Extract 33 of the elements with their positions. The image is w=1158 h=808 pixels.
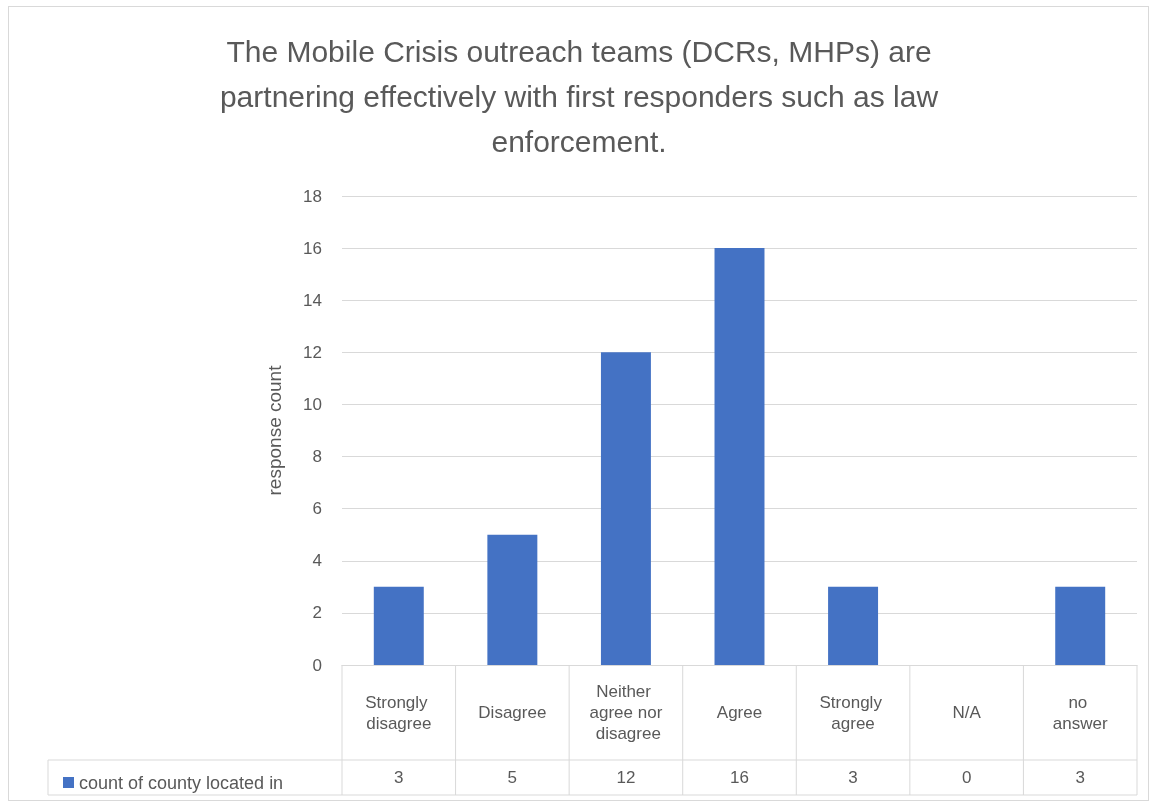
y-tick-label: 2 xyxy=(312,603,322,623)
y-tick-label: 14 xyxy=(303,290,322,310)
legend-label: count of county located in xyxy=(79,772,284,793)
chart-title: The Mobile Crisis outreach teams (DCRs, MHPs) are partnering effectively with first responders such as law enforcement. xyxy=(219,35,939,158)
y-axis-title: response count xyxy=(264,364,285,496)
x-tick-label: Strongly disagree xyxy=(365,692,433,733)
y-tick-label: 4 xyxy=(312,551,322,571)
bar xyxy=(714,248,765,665)
y-tick-label: 16 xyxy=(303,238,322,258)
bar xyxy=(373,586,424,665)
bar xyxy=(828,586,879,665)
bar xyxy=(1055,586,1106,665)
bar xyxy=(487,534,538,665)
data-label: 3 xyxy=(394,768,404,787)
x-tick-label: N/A xyxy=(952,703,982,722)
y-tick-label: 18 xyxy=(303,186,322,206)
x-tick-label: Agree xyxy=(716,703,763,722)
x-tick-label: Strongly agree xyxy=(819,692,887,733)
data-label: 0 xyxy=(961,768,972,787)
y-tick-label: 10 xyxy=(303,394,322,414)
y-tick-label: 0 xyxy=(312,655,322,675)
x-tick-label: Disagree xyxy=(478,703,547,722)
y-tick-label: 8 xyxy=(312,447,322,467)
data-label: 16 xyxy=(730,768,749,787)
bar xyxy=(600,352,651,665)
data-label: 3 xyxy=(848,768,858,787)
y-tick-label: 12 xyxy=(303,342,322,362)
data-label: 3 xyxy=(1075,768,1085,787)
data-label: 5 xyxy=(507,768,518,787)
data-label: 12 xyxy=(616,768,636,787)
x-tick-label: Neither agree nor disagree xyxy=(589,682,663,743)
x-tick-label: no answer xyxy=(1052,692,1108,733)
y-tick-label: 6 xyxy=(312,499,322,519)
